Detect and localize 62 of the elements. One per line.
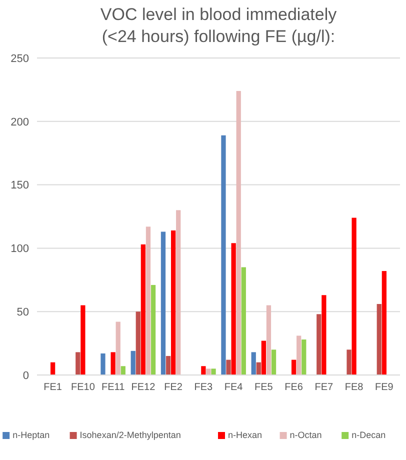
bar xyxy=(346,350,352,375)
bar xyxy=(206,368,211,375)
bar xyxy=(80,305,86,375)
bar xyxy=(376,304,382,375)
bar xyxy=(241,267,246,375)
bar xyxy=(271,350,276,375)
y-tick-label: 100 xyxy=(10,243,29,256)
y-tick-label: 0 xyxy=(22,370,29,382)
x-tick-label: FE12 xyxy=(131,382,156,393)
bar xyxy=(136,312,140,375)
bar xyxy=(160,232,166,375)
legend-label: n-Hexan xyxy=(228,430,262,440)
bar xyxy=(140,244,146,375)
bar xyxy=(221,135,226,375)
bar xyxy=(170,230,176,375)
bar xyxy=(352,218,356,375)
bar xyxy=(120,366,126,375)
y-tick-label: 250 xyxy=(10,52,29,65)
y-tick-label: 50 xyxy=(16,306,29,318)
bar xyxy=(382,271,387,375)
bar xyxy=(236,90,241,375)
bar xyxy=(211,368,216,375)
x-tick-label: FE4 xyxy=(224,382,244,393)
bar xyxy=(261,340,266,375)
x-tick-label: FE9 xyxy=(375,382,394,393)
chart-title: VOC level in blood immediately (<24 hours) following FE (µg/l): xyxy=(100,5,338,46)
bar xyxy=(130,350,136,375)
legend-label: n-Octan xyxy=(290,430,322,440)
bar xyxy=(76,352,80,375)
x-tick-label: FE3 xyxy=(194,382,214,393)
legend-label: Isohexan/2-Methylpentan xyxy=(80,430,181,440)
bar xyxy=(296,336,302,375)
bar xyxy=(100,353,106,375)
bar xyxy=(150,284,156,375)
y-tick-label: 200 xyxy=(10,116,29,128)
bar xyxy=(50,362,56,375)
bar xyxy=(322,295,326,375)
bar xyxy=(316,314,322,375)
x-tick-label: FE10 xyxy=(70,382,96,393)
bar xyxy=(302,339,306,375)
y-tick-label: 150 xyxy=(10,180,29,192)
bar xyxy=(256,362,261,375)
x-tick-label: FE7 xyxy=(314,382,334,393)
bar xyxy=(291,360,296,375)
x-tick-label: FE11 xyxy=(101,382,126,393)
bar xyxy=(176,210,181,375)
bar xyxy=(266,305,272,375)
bar xyxy=(251,352,256,375)
bar xyxy=(110,352,116,375)
bar xyxy=(166,356,171,375)
bar xyxy=(116,322,120,375)
x-tick-label: FE2 xyxy=(164,382,183,393)
x-tick-label: FE6 xyxy=(284,382,304,393)
x-tick-label: FE8 xyxy=(344,382,364,393)
x-tick-label: FE5 xyxy=(254,382,274,393)
legend-label: n-Heptan xyxy=(12,430,50,440)
bar xyxy=(201,366,206,375)
x-tick-label: FE1 xyxy=(44,382,62,393)
bar xyxy=(146,226,151,375)
bar xyxy=(226,360,231,375)
legend-label: n-Decan xyxy=(352,430,386,440)
bar xyxy=(231,243,236,375)
